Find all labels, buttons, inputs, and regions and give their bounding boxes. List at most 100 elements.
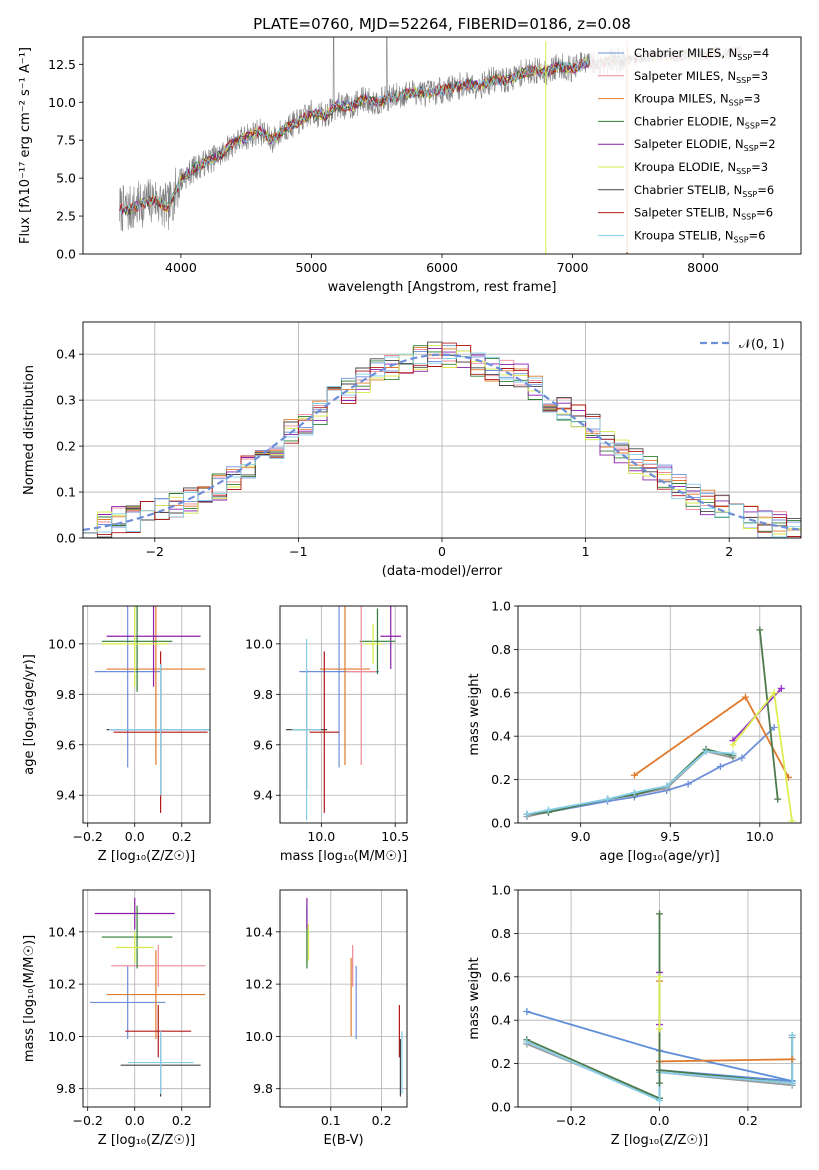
legend-entry: Salpeter ELODIE, NSSP=2 (634, 137, 776, 153)
mass-weight-point-marker (523, 810, 531, 818)
y-tick-label: 0.0 (491, 1100, 511, 1115)
mass-weight-point-marker (729, 750, 737, 758)
mass-weight-point-marker (656, 973, 663, 981)
y-tick-label: 0.2 (491, 1056, 511, 1071)
x-axis-label: Z [log₁₀(Z/Z☉)] (98, 1133, 195, 1148)
mass-weight-point-marker (738, 754, 746, 762)
x-tick-label: 5000 (296, 260, 328, 275)
y-tick-label: 0.2 (56, 439, 76, 454)
mass-weight-point-marker (684, 780, 692, 788)
hist-plot-area (83, 341, 801, 538)
massweight-vs-age-plot-area (523, 626, 796, 823)
x-tick-label: 7000 (557, 260, 589, 275)
y-tick-label: 10.2 (48, 977, 76, 992)
x-axis-label: (data-model)/error (382, 564, 503, 579)
x-tick-label: 0.0 (125, 1113, 145, 1128)
x-tick-label: 0.2 (172, 1113, 192, 1128)
mass-weight-point-marker (656, 910, 663, 918)
y-tick-label: 10.4 (48, 924, 76, 939)
y-tick-label: 10.0 (48, 95, 76, 110)
mass-weight-point-marker (630, 771, 638, 779)
residual-hist-axes: −2 −1 0 1 2 0.0 0.1 0.2 0.3 0.4 (data-model)/error… (22, 321, 802, 579)
mass-weight-point-marker (523, 1038, 531, 1046)
spectrum-legend: Chabrier MILES, NSSP=4 Salpeter MILES, NS… (590, 40, 798, 252)
y-tick-label: 5.0 (56, 171, 76, 186)
x-tick-label: 10.0 (746, 829, 774, 844)
histogram-step-line (83, 352, 801, 538)
y-tick-label: 9.6 (56, 737, 76, 752)
massweight-vs-age-axes: 9.0 9.5 10.0 0.0 0.2 0.4 0.6 0.8 1.0 age [log₁₀(a… (467, 599, 802, 864)
x-axis-label: Z [log₁₀(Z/Z☉)] (98, 849, 195, 864)
x-tick-label: −0.2 (73, 1113, 103, 1128)
observed-spectrum-line (119, 37, 629, 254)
hist-legend: 𝒩(0, 1) (700, 336, 785, 351)
massweight-vs-Z-plot-area (523, 910, 796, 1104)
age-vs-Z-axes: −0.2 0.0 0.2 9.4 9.6 9.8 10.0 Z [log₁₀(Z/Z☉)] ag… (22, 605, 211, 864)
x-tick-label: 0.1 (321, 1113, 341, 1128)
y-tick-label: 2.5 (56, 209, 76, 224)
legend-entry: Salpeter STELIB, NSSP=6 (634, 206, 773, 222)
axes-frame (82, 36, 802, 255)
x-tick-label: 0.0 (650, 1113, 670, 1128)
y-tick-label: 0.6 (491, 685, 511, 700)
age-vs-mass-plot-area (285, 606, 402, 821)
mass-vs-Z-axes: −0.2 0.0 0.2 9.8 10.0 10.2 10.4 Z [log₁₀(Z/Z☉)]… (22, 889, 211, 1148)
y-tick-label: 9.4 (56, 788, 76, 803)
spectrum-title: PLATE=0760, MJD=52264, FIBERID=0186, z=0… (253, 15, 631, 33)
mass-weight-point-marker (741, 693, 749, 701)
y-tick-label: 12.5 (48, 57, 76, 72)
mass-weight-point-marker (702, 747, 710, 755)
mass-weight-point-marker (774, 795, 782, 803)
y-axis-label: Normed distribution (22, 365, 37, 495)
mass-weight-point-marker (656, 1079, 663, 1087)
x-tick-label: 0.0 (125, 829, 145, 844)
x-axis-label: Z [log₁₀(Z/Z☉)] (611, 1133, 708, 1148)
y-tick-label: 0.6 (491, 969, 511, 984)
axes-frame (517, 889, 802, 1108)
legend-entry: Chabrier ELODIE, NSSP=2 (634, 114, 777, 130)
y-tick-label: 9.8 (56, 1081, 76, 1096)
x-axis-label: age [log₁₀(age/yr)] (599, 849, 720, 864)
mass-weight-point-marker (656, 1096, 663, 1104)
spectrum-panel: PLATE=0760, MJD=52264, FIBERID=0186, z=0… (253, 15, 631, 33)
mass-weight-point-marker (770, 689, 778, 697)
histogram-step-line (83, 342, 801, 537)
y-tick-label: 0.2 (491, 772, 511, 787)
y-tick-label: 10.0 (48, 1029, 76, 1044)
spectrum-axes: 4000 5000 6000 7000 8000 0.0 2.5 5.0 7.5 10.0 12.5… (18, 36, 802, 295)
age-vs-mass-axes: 10.0 10.5 9.4 9.6 9.8 10.0 mass [log₁₀(M/M☉)] (245, 605, 409, 864)
mass-weight-point-marker (604, 795, 612, 803)
x-tick-label: 10.5 (381, 829, 409, 844)
mass-vs-ebv-axes: 0.1 0.2 9.8 10.0 10.2 10.4 E(B-V) (245, 889, 408, 1148)
mass-weight-point-marker (729, 741, 737, 749)
x-tick-label: 1 (582, 544, 590, 559)
legend-entry: Kroupa STELIB, NSSP=6 (634, 228, 765, 244)
x-tick-label: −1 (289, 544, 307, 559)
y-tick-label: 9.4 (253, 788, 273, 803)
x-tick-label: 2 (725, 544, 733, 559)
y-tick-label: 0.0 (56, 247, 76, 262)
y-tick-label: 0.0 (56, 531, 76, 546)
y-axis-label: Flux [fλ10⁻¹⁷ erg cm⁻² s⁻¹ A⁻¹] (18, 47, 33, 244)
legend-entry: Salpeter MILES, NSSP=3 (634, 69, 768, 85)
x-axis-label: E(B-V) (323, 1133, 363, 1148)
axes-frame (82, 605, 211, 824)
axes-frame (82, 889, 211, 1108)
normal-curve (83, 353, 801, 531)
mass-vs-Z-plot-area (90, 897, 206, 1097)
mass-weight-point-marker (630, 789, 638, 797)
legend-entry: Chabrier STELIB, NSSP=6 (634, 183, 774, 199)
massweight-vs-Z-axes: −0.2 0.0 0.2 0.0 0.2 0.4 0.6 0.8 1.0 Z [log₁₀(Z/Z… (467, 883, 802, 1148)
legend-box (590, 40, 798, 252)
y-tick-label: 1.0 (491, 883, 511, 898)
mass-weight-series-line (658, 981, 793, 1063)
y-tick-label: 10.2 (245, 977, 273, 992)
y-tick-label: 0.1 (56, 485, 76, 500)
mass-weight-point-marker (544, 806, 552, 814)
mass-weight-point-marker (523, 1008, 531, 1016)
y-tick-label: 10.4 (245, 924, 273, 939)
mass-weight-point-marker (788, 1055, 796, 1063)
y-axis-label: mass weight (467, 673, 482, 755)
x-tick-label: 10.0 (307, 829, 335, 844)
